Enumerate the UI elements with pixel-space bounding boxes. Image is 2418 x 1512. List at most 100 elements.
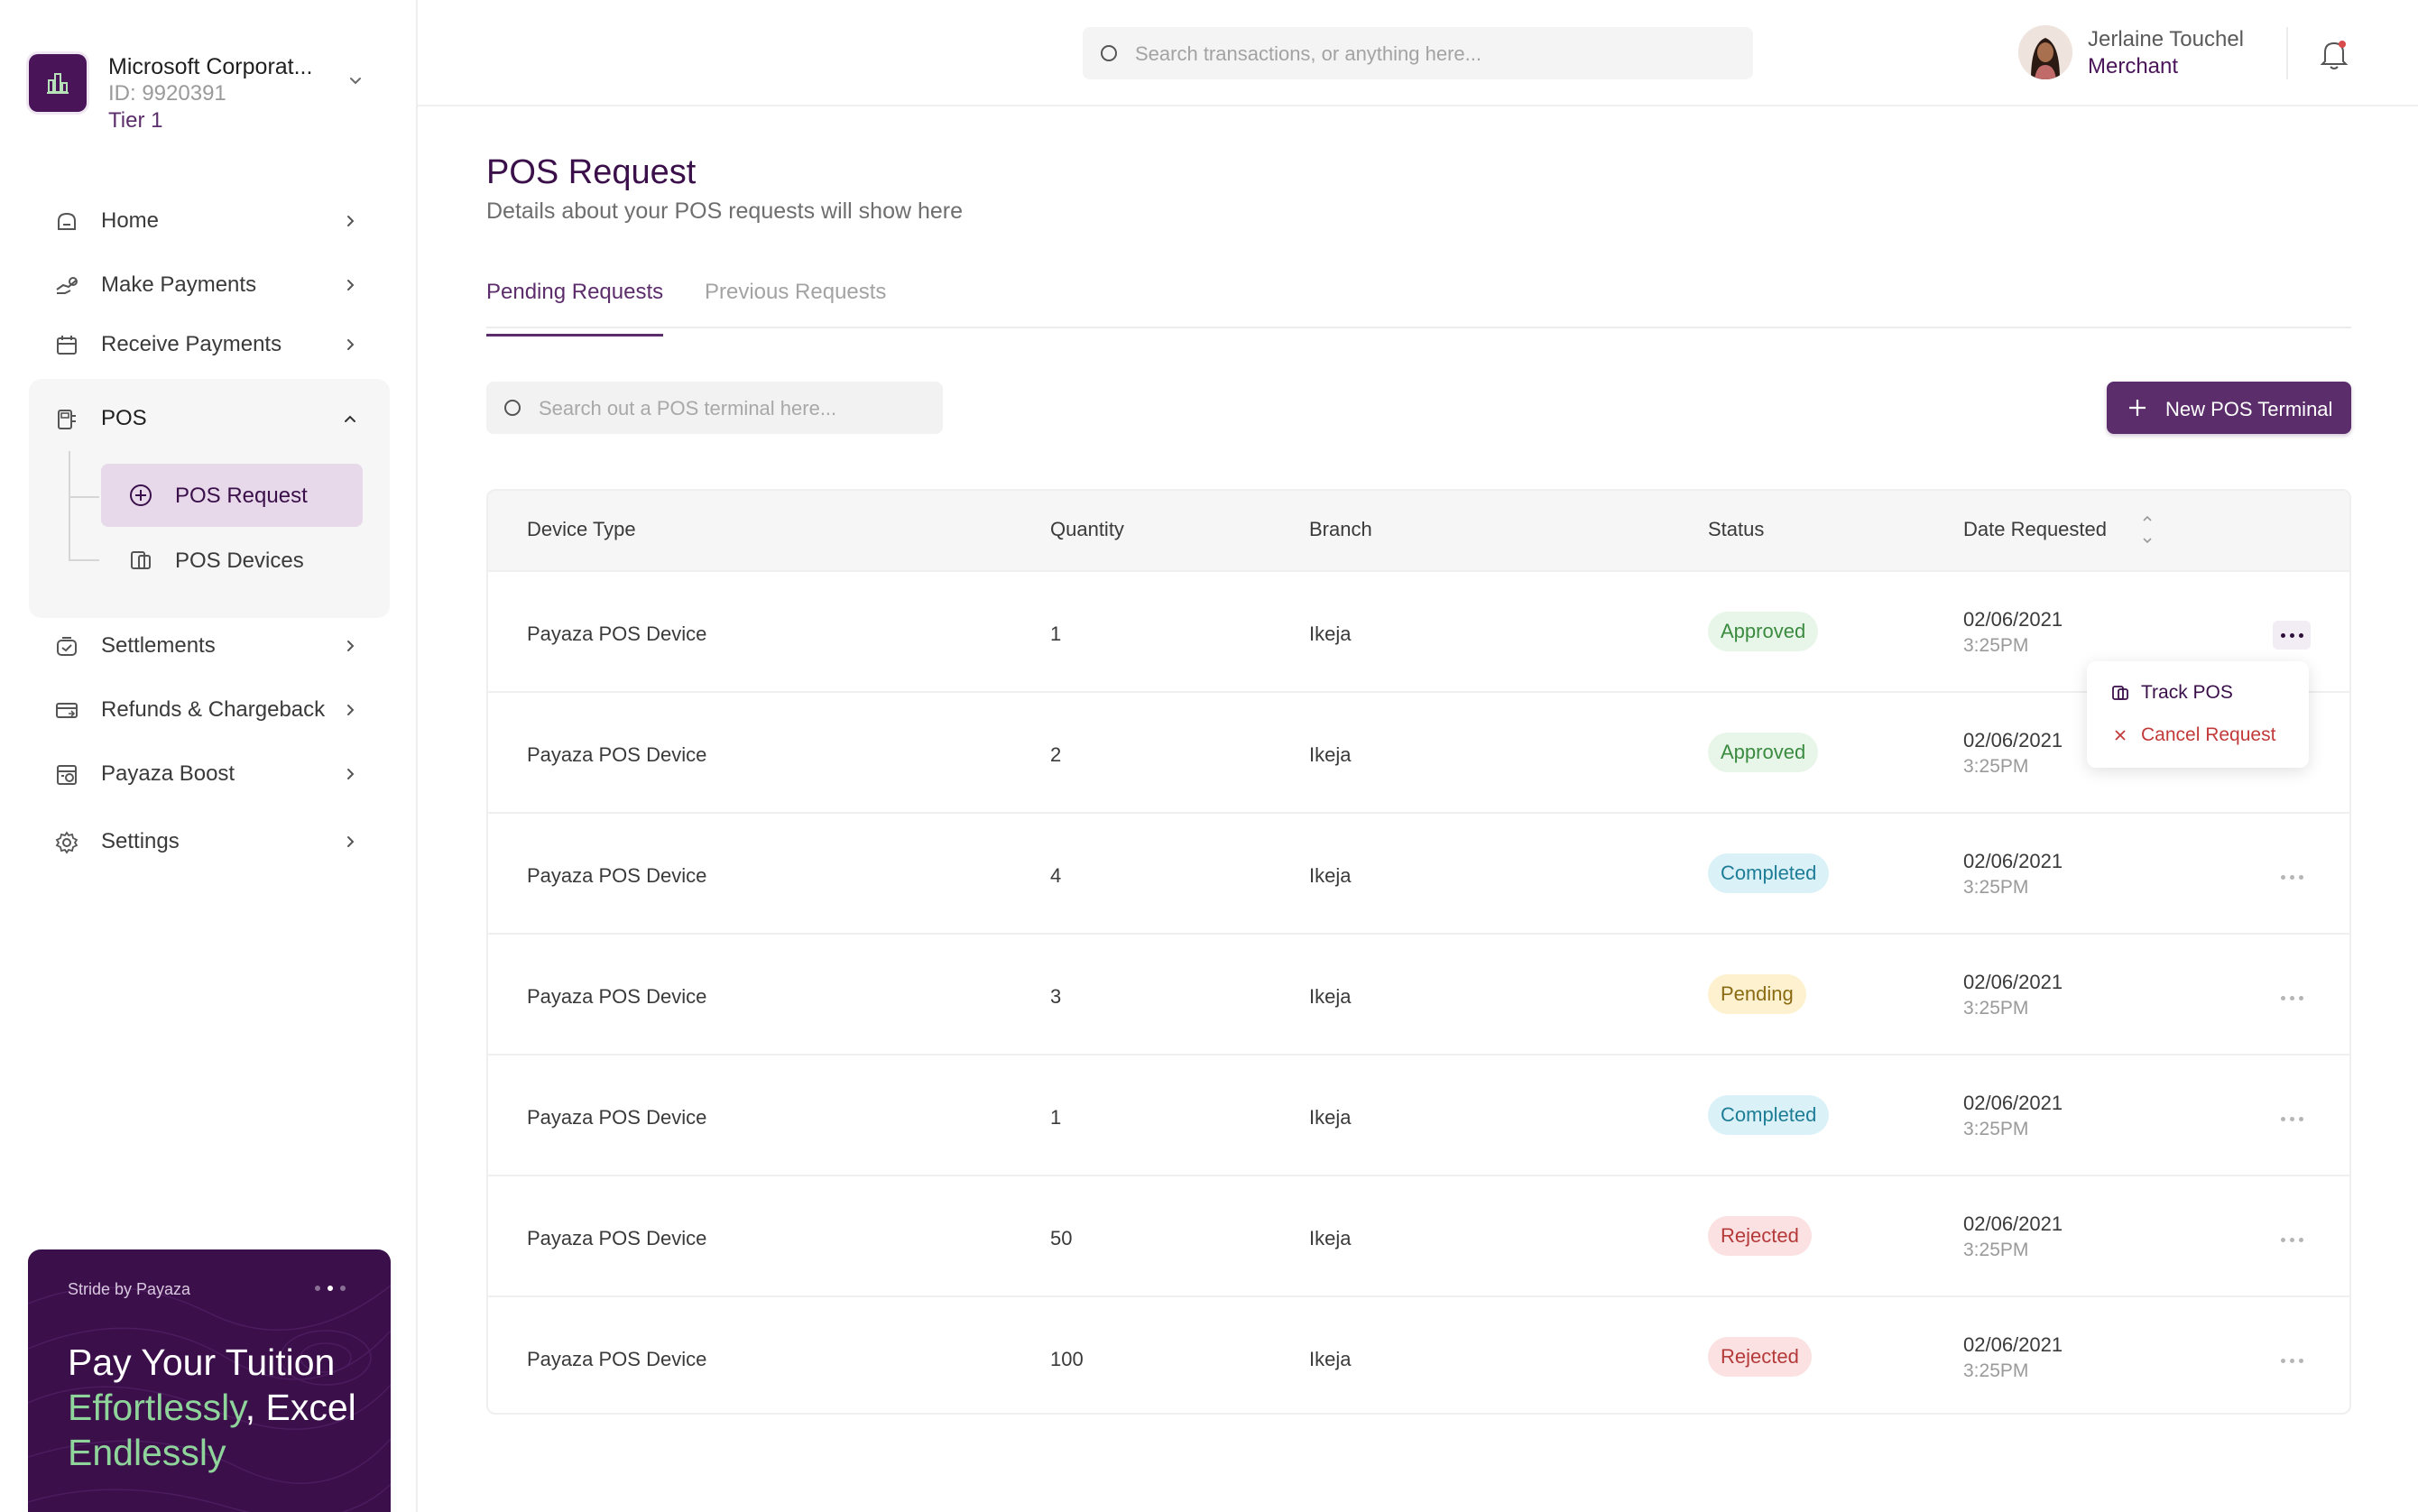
cell-time: 3:25PM [1963, 998, 2029, 1019]
sidebar: Microsoft Corporat... ID: 9920391 Tier 1… [0, 0, 418, 1512]
pos-icon [2110, 683, 2130, 703]
promo-headline: Pay Your Tuition Effortlessly, Excel End… [68, 1340, 374, 1475]
more-options-icon[interactable] [2273, 1346, 2311, 1375]
boost-icon [54, 762, 79, 788]
cell-date: 02/06/2021 [1963, 1092, 2063, 1114]
more-options-icon[interactable] [2273, 1104, 2311, 1133]
settlement-icon [54, 634, 79, 659]
chevron-down-icon[interactable] [346, 72, 365, 90]
cell-date: 02/06/2021 [1963, 850, 2063, 872]
cell-time: 3:25PM [1963, 635, 2029, 656]
topographic-pattern [28, 1285, 391, 1512]
gear-icon [54, 830, 79, 855]
table-row[interactable]: Payaza POS Device 4 Ikeja Completed 02/0… [488, 812, 2349, 933]
pos-icon [54, 407, 79, 432]
sidebar-item-refunds[interactable]: Refunds & Chargeback [29, 683, 390, 737]
table-row[interactable]: Payaza POS Device 1 Ikeja Completed 02/0… [488, 1054, 2349, 1175]
cell-quantity: 2 [1050, 743, 1062, 766]
column-header-device: Device Type [527, 518, 636, 540]
more-options-icon[interactable] [2273, 983, 2311, 1012]
new-pos-terminal-button[interactable]: New POS Terminal [2107, 382, 2351, 434]
sidebar-item-home[interactable]: Home [29, 194, 390, 248]
chevron-right-icon [341, 336, 359, 354]
search-placeholder: Search out a POS terminal here... [539, 397, 837, 419]
table-row[interactable]: Payaza POS Device 100 Ikeja Rejected 02/… [488, 1295, 2349, 1413]
chevron-right-icon [341, 701, 359, 719]
tab-previous-requests[interactable]: Previous Requests [705, 280, 887, 304]
sidebar-subitem-label: POS Devices [175, 549, 304, 573]
cell-device: Payaza POS Device [527, 1227, 707, 1249]
promo-card[interactable]: Stride by Payaza Pay Your Tuition Effort… [28, 1249, 391, 1512]
cell-quantity: 100 [1050, 1348, 1084, 1370]
sidebar-item-settlements[interactable]: Settlements [29, 619, 390, 673]
organization-switcher[interactable]: Microsoft Corporat... ID: 9920391 Tier 1 [29, 51, 390, 141]
notification-bell-icon[interactable] [2318, 36, 2350, 72]
promo-line-highlight: Endlessly [68, 1432, 226, 1473]
sort-icon[interactable] [2139, 512, 2155, 547]
column-header-branch: Branch [1309, 518, 1372, 540]
more-options-icon[interactable] [2273, 621, 2311, 650]
pos-search-input[interactable]: Search out a POS terminal here... [486, 382, 943, 434]
sidebar-item-label: Settlements [101, 633, 216, 658]
sidebar-item-settings[interactable]: Settings [29, 815, 390, 869]
avatar[interactable] [2018, 25, 2072, 79]
cell-date: 02/06/2021 [1963, 1212, 2063, 1235]
close-icon [2110, 725, 2130, 745]
sidebar-subitem-pos-request[interactable]: POS Request [101, 464, 363, 527]
cell-time: 3:25PM [1963, 1240, 2029, 1260]
org-name: Microsoft Corporat... [108, 54, 313, 79]
tab-bar: Pending Requests Previous Requests [486, 271, 2351, 337]
org-id: ID: 9920391 [108, 81, 226, 106]
search-placeholder: Search transactions, or anything here... [1135, 42, 1481, 65]
table-row[interactable]: Payaza POS Device 3 Ikeja Pending 02/06/… [488, 933, 2349, 1054]
sidebar-item-label: POS [101, 406, 147, 430]
sidebar-item-label: Payaza Boost [101, 761, 235, 786]
promo-line: Pay Your Tuition [68, 1341, 336, 1383]
table-row[interactable]: Payaza POS Device 1 Ikeja Approved 02/06… [488, 570, 2349, 691]
table-row[interactable]: Payaza POS Device 2 Ikeja Approved 02/06… [488, 691, 2349, 812]
status-badge: Rejected [1708, 1337, 1812, 1377]
sidebar-item-make-payments[interactable]: Make Payments [29, 258, 390, 312]
cell-branch: Ikeja [1309, 1227, 1352, 1249]
carousel-dots[interactable] [315, 1286, 346, 1291]
chevron-right-icon [341, 833, 359, 851]
user-role: Merchant [2088, 54, 2179, 78]
cell-date: 02/06/2021 [1963, 729, 2063, 751]
tab-pending-requests[interactable]: Pending Requests [486, 280, 664, 337]
more-options-icon[interactable] [2273, 862, 2311, 891]
global-search-input[interactable]: Search transactions, or anything here... [1083, 27, 1753, 79]
chevron-right-icon [341, 276, 359, 294]
cell-device: Payaza POS Device [527, 985, 707, 1008]
search-icon [1099, 43, 1119, 63]
menu-item-cancel-request[interactable]: Cancel Request [2110, 722, 2275, 749]
sidebar-item-receive-payments[interactable]: Receive Payments [29, 318, 390, 372]
cell-time: 3:25PM [1963, 1360, 2029, 1381]
sidebar-item-pos[interactable]: POS [29, 392, 390, 446]
cell-date: 02/06/2021 [1963, 608, 2063, 631]
promo-line-highlight: Effortlessly [68, 1387, 245, 1428]
column-header-status: Status [1708, 518, 1765, 540]
promo-brand: Stride by Payaza [68, 1280, 191, 1298]
pos-group: POS POS Request POS Devices [29, 379, 390, 618]
sidebar-item-label: Receive Payments [101, 332, 282, 356]
refund-icon [54, 698, 79, 724]
top-bar: Search transactions, or anything here...… [418, 0, 2418, 106]
plus-icon [2127, 397, 2148, 419]
table-row[interactable]: Payaza POS Device 50 Ikeja Rejected 02/0… [488, 1175, 2349, 1295]
status-badge: Completed [1708, 1095, 1830, 1135]
cell-quantity: 50 [1050, 1227, 1073, 1249]
sidebar-item-label: Make Payments [101, 272, 257, 297]
menu-item-track-pos[interactable]: Track POS [2110, 679, 2233, 706]
row-actions-menu: Track POS Cancel Request [2087, 661, 2309, 768]
column-header-quantity: Quantity [1050, 518, 1124, 540]
cell-time: 3:25PM [1963, 877, 2029, 898]
tree-line [69, 496, 99, 498]
sidebar-item-payaza-boost[interactable]: Payaza Boost [29, 747, 390, 801]
cell-time: 3:25PM [1963, 756, 2029, 777]
more-options-icon[interactable] [2273, 1225, 2311, 1254]
sidebar-subitem-pos-devices[interactable]: POS Devices [101, 529, 363, 592]
send-money-icon [54, 273, 79, 299]
sidebar-subitem-label: POS Request [175, 484, 308, 508]
promo-line: , Excel [245, 1387, 356, 1428]
cell-quantity: 1 [1050, 622, 1062, 645]
